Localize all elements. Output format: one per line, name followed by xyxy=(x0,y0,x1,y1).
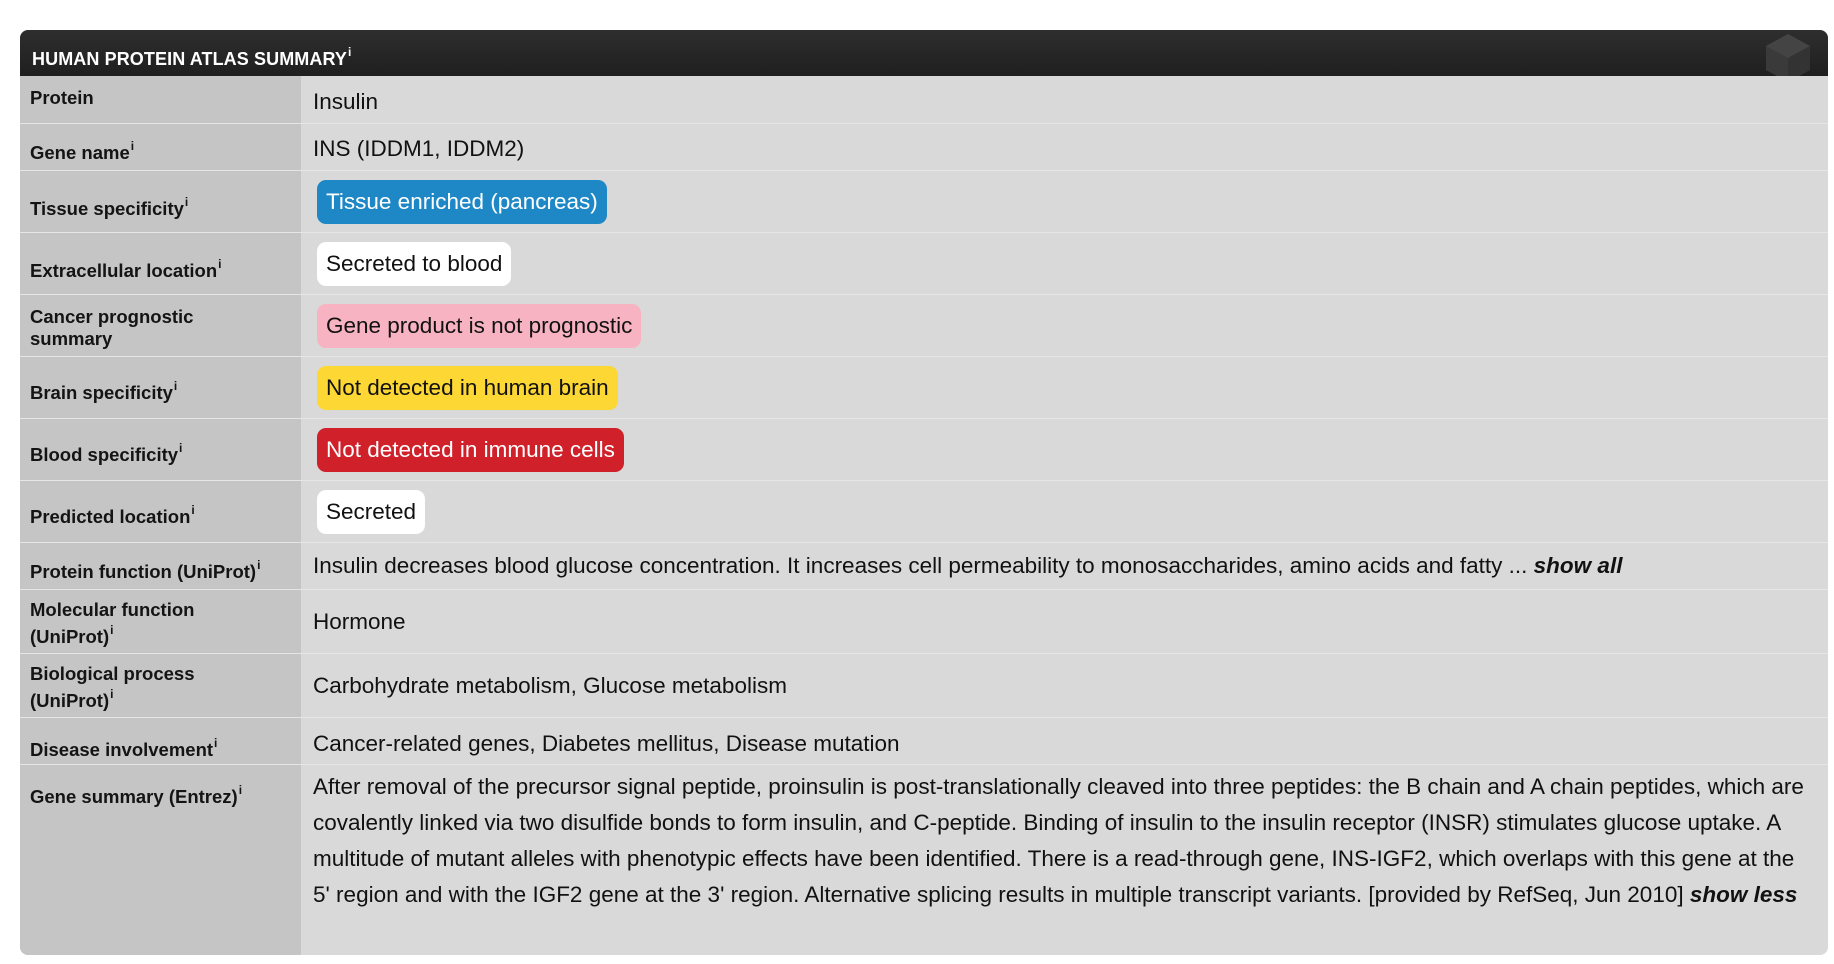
row-molecular-function: Molecular function (UniProt)i Hormone xyxy=(20,590,1828,654)
info-icon[interactable]: i xyxy=(348,45,352,59)
row-protein-function: Protein function (UniProt)i Insulin decr… xyxy=(20,543,1828,590)
label-protein-function: Protein function (UniProt)i xyxy=(30,558,261,583)
label-disease-involvement: Disease involvementi xyxy=(30,736,218,761)
row-brain-specificity: Brain specificityi Not detected in human… xyxy=(20,357,1828,419)
value-protein-function: Insulin decreases blood glucose concentr… xyxy=(313,553,1623,578)
info-icon[interactable]: i xyxy=(130,139,135,153)
tissue-enriched-badge[interactable]: Tissue enriched (pancreas) xyxy=(317,180,607,224)
hexagon-logo-icon xyxy=(1748,30,1828,76)
info-icon[interactable]: i xyxy=(191,503,195,517)
info-icon[interactable]: i xyxy=(110,687,114,701)
row-protein: Protein Insulin xyxy=(20,76,1828,124)
info-icon[interactable]: i xyxy=(184,195,189,209)
row-tissue-specificity: Tissue specificityi Tissue enriched (pan… xyxy=(20,171,1828,233)
info-icon[interactable]: i xyxy=(257,558,261,572)
value-disease-involvement: Cancer-related genes, Diabetes mellitus,… xyxy=(313,731,900,756)
row-cancer-prognostic: Cancer prognostic summary Gene product is… xyxy=(20,295,1828,357)
brain-not-detected-badge[interactable]: Not detected in human brain xyxy=(317,366,618,410)
label-brain-specificity: Brain specificityi xyxy=(30,379,178,404)
not-prognostic-badge[interactable]: Gene product is not prognostic xyxy=(317,304,642,348)
label-extracellular-location: Extracellular locationi xyxy=(30,257,222,282)
label-column xyxy=(20,76,301,955)
value-molecular-function: Hormone xyxy=(313,609,406,634)
row-predicted-location: Predicted locationi Secreted xyxy=(20,481,1828,543)
secreted-badge[interactable]: Secreted xyxy=(317,490,426,534)
value-biological-process: Carbohydrate metabolism, Glucose metabol… xyxy=(313,673,787,698)
label-gene-summary: Gene summary (Entrez)i xyxy=(30,783,243,808)
info-icon[interactable]: i xyxy=(110,623,114,637)
summary-table: Protein Insulin Gene namei INS (IDDM1, I… xyxy=(20,76,1828,955)
label-predicted-location: Predicted locationi xyxy=(30,503,195,528)
label-biological-process: Biological process (UniProt)i xyxy=(30,663,195,712)
label-protein: Protein xyxy=(30,87,94,108)
label-molecular-function: Molecular function (UniProt)i xyxy=(30,599,195,648)
info-icon[interactable]: i xyxy=(173,379,178,393)
label-gene-name: Gene namei xyxy=(30,139,135,164)
row-biological-process: Biological process (UniProt)i Carbohydrat… xyxy=(20,654,1828,718)
label-blood-specificity: Blood specificityi xyxy=(30,441,183,466)
show-less-link[interactable]: show less xyxy=(1689,882,1798,907)
row-gene-name: Gene namei INS (IDDM1, IDDM2) xyxy=(20,124,1828,171)
panel-title: HUMAN PROTEIN ATLAS SUMMARY xyxy=(32,49,348,69)
row-gene-summary: Gene summary (Entrez)i After removal of … xyxy=(20,765,1828,955)
value-protein: Insulin xyxy=(313,89,379,114)
row-blood-specificity: Blood specificityi Not detected in immun… xyxy=(20,419,1828,481)
label-cancer-prognostic: Cancer prognostic summary xyxy=(30,306,194,349)
row-extracellular-location: Extracellular locationi Secreted to bloo… xyxy=(20,233,1828,295)
info-icon[interactable]: i xyxy=(238,783,243,797)
show-all-link[interactable]: show all xyxy=(1533,553,1623,578)
info-icon[interactable]: i xyxy=(179,441,183,455)
value-gene-summary: After removal of the precursor signal pe… xyxy=(313,774,1804,907)
label-tissue-specificity: Tissue specificityi xyxy=(30,195,189,220)
panel-header: HUMAN PROTEIN ATLAS SUMMARYi xyxy=(20,30,1828,76)
info-icon[interactable]: i xyxy=(214,736,218,750)
blood-not-detected-badge[interactable]: Not detected in immune cells xyxy=(317,428,624,472)
row-disease-involvement: Disease involvementi Cancer-related gene… xyxy=(20,718,1828,765)
info-icon[interactable]: i xyxy=(218,257,222,271)
value-gene-name: INS (IDDM1, IDDM2) xyxy=(313,136,525,161)
hpa-summary-panel: HUMAN PROTEIN ATLAS SUMMARYi Protein Ins… xyxy=(20,30,1828,955)
secreted-to-blood-badge[interactable]: Secreted to blood xyxy=(317,242,512,286)
